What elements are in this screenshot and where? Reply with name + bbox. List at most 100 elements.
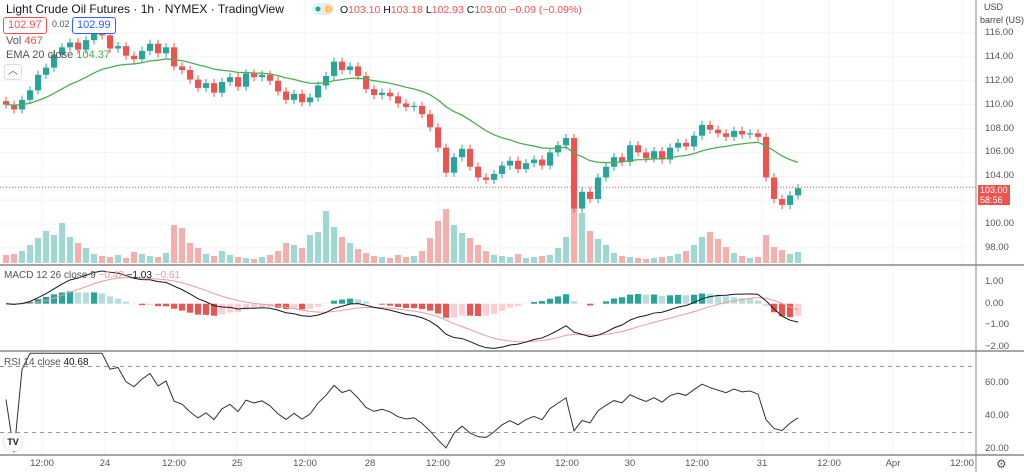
volume-bar xyxy=(571,203,577,263)
volume-bar xyxy=(11,254,17,263)
volume-bar xyxy=(227,255,233,263)
settings-gear-icon[interactable]: ⚙ xyxy=(996,457,1007,471)
candle xyxy=(211,83,217,93)
volume-bar xyxy=(395,255,401,263)
candle xyxy=(323,75,329,86)
volume-bar xyxy=(203,254,209,263)
macd-bar xyxy=(227,303,233,313)
macd-bar xyxy=(259,303,265,308)
volume-bar xyxy=(91,254,97,263)
buy-price-button[interactable]: 102.99 xyxy=(72,17,116,34)
macd-bar xyxy=(635,294,641,304)
macd-bar xyxy=(451,303,457,318)
macd-bar xyxy=(659,295,665,304)
volume-bar xyxy=(355,249,361,263)
volume-bar xyxy=(595,239,601,263)
time-tick: 12:00 xyxy=(950,458,974,469)
macd-bar xyxy=(643,294,649,304)
candle xyxy=(67,42,73,48)
volume-bar xyxy=(555,248,561,263)
macd-bar xyxy=(67,291,73,304)
volume-bar xyxy=(187,243,193,263)
volume-bar xyxy=(371,256,377,263)
volume-bar xyxy=(427,238,433,263)
candle xyxy=(523,163,529,170)
macd-bar xyxy=(235,303,241,313)
volume-bar xyxy=(131,252,137,263)
volume-bar xyxy=(323,211,329,263)
macd-tick: −1.00 xyxy=(985,319,1010,331)
time-tick: 12:00 xyxy=(293,458,317,469)
macd-bar xyxy=(211,303,217,316)
candle xyxy=(227,77,233,82)
macd-bar xyxy=(59,292,65,304)
volume-bar xyxy=(419,251,425,263)
macd-bar xyxy=(587,303,593,306)
macd-legend: MACD 12 26 close 9 −0.42 −1.03 −0.61 xyxy=(4,270,180,281)
volume-bar xyxy=(643,259,649,263)
candle xyxy=(179,66,185,71)
candle xyxy=(339,61,345,71)
candle xyxy=(691,135,697,147)
macd-bar xyxy=(123,301,129,304)
unit-select[interactable]: barrel (US) xyxy=(980,15,1024,25)
candle xyxy=(91,31,97,41)
volume-bar xyxy=(283,243,289,263)
candle xyxy=(419,105,425,115)
volume-bar xyxy=(243,258,249,263)
candle xyxy=(715,129,721,134)
candle xyxy=(787,195,793,205)
candle xyxy=(267,74,273,81)
macd-bar xyxy=(51,294,57,304)
volume-bar xyxy=(707,232,713,263)
macd-tick: 1.00 xyxy=(985,276,1004,288)
macd-bar xyxy=(763,303,769,307)
volume-bar xyxy=(779,250,785,263)
volume-bar xyxy=(59,223,65,263)
candle xyxy=(707,124,713,130)
candle xyxy=(283,91,289,100)
macd-bar xyxy=(395,303,401,307)
svg-text:D: D xyxy=(326,5,332,14)
candle xyxy=(355,66,361,76)
macd-bar xyxy=(539,301,545,304)
candle xyxy=(747,133,753,135)
volume-bar xyxy=(35,238,41,263)
tradingview-logo[interactable]: TV xyxy=(4,433,22,451)
volume-bar xyxy=(363,253,369,263)
collapse-legend-button[interactable]: ︿ xyxy=(4,64,22,80)
candle xyxy=(587,191,593,199)
volume-bar xyxy=(171,225,177,263)
candle xyxy=(139,50,145,60)
macd-bar xyxy=(491,303,497,314)
macd-bar xyxy=(723,296,729,304)
volume-bar xyxy=(83,248,89,263)
price-tick: 114.00 xyxy=(985,50,1014,62)
candle xyxy=(651,151,657,159)
candle xyxy=(163,47,169,54)
macd-bar xyxy=(779,303,785,317)
candle xyxy=(627,145,633,162)
macd-bar xyxy=(427,303,433,311)
volume-bar xyxy=(531,257,537,263)
macd-histogram xyxy=(11,291,801,318)
candle xyxy=(83,40,89,50)
sell-price-button[interactable]: 102.97 xyxy=(3,17,47,34)
volume-bar xyxy=(331,227,337,263)
volume-bar xyxy=(123,258,129,263)
time-tick: 12:00 xyxy=(162,458,186,469)
macd-bar xyxy=(755,300,761,304)
volume-bar xyxy=(27,245,33,263)
volume-bar xyxy=(731,253,737,263)
time-tick: 12:00 xyxy=(555,458,579,469)
currency-select[interactable]: USD xyxy=(984,2,1004,12)
price-tick: 110.00 xyxy=(985,98,1014,110)
macd-bar xyxy=(531,301,537,304)
candle xyxy=(395,96,401,104)
candle xyxy=(51,54,57,68)
volume-bar xyxy=(307,235,313,263)
candle xyxy=(467,148,473,167)
macd-bar xyxy=(195,303,201,315)
volume-bar xyxy=(195,248,201,263)
